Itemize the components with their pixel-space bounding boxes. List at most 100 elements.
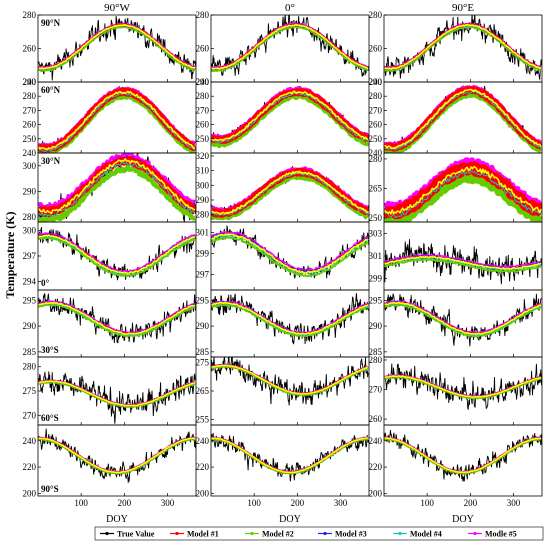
x-tick-label: 200 — [118, 498, 132, 508]
legend-marker — [175, 531, 179, 536]
y-tick-label: 240 — [23, 436, 37, 446]
model-mean-line — [384, 165, 542, 215]
legend-label: Modle #5 — [485, 530, 517, 539]
y-tick-label: 290 — [196, 321, 210, 331]
model-2-line — [211, 365, 369, 397]
y-tick-label: 285 — [23, 347, 37, 357]
model-mean-line — [38, 158, 196, 215]
model-1-line — [211, 167, 369, 218]
y-tick-label: 250 — [23, 134, 37, 144]
model-2-line — [38, 236, 196, 277]
y-tick-label: 260 — [23, 44, 37, 54]
y-tick-label: 270 — [369, 385, 383, 395]
y-tick-label: 300 — [196, 180, 210, 190]
y-tick-label: 290 — [369, 321, 383, 331]
x-axis-label: DOY — [106, 514, 128, 525]
model-2-line — [211, 236, 369, 278]
y-tick-label: 290 — [196, 195, 210, 205]
x-tick-label: 200 — [464, 498, 478, 508]
model-mean-line — [38, 380, 196, 407]
panel-r1-c2: 240 250 260 270 280 290 — [369, 77, 543, 158]
model-mean-line — [384, 301, 542, 335]
y-tick-label: 301 — [196, 227, 210, 237]
model-mean-line — [211, 364, 369, 395]
model-4-line — [38, 92, 196, 152]
legend-entry: Model #4 — [393, 530, 442, 539]
panel-r6-c2: 200 220 240 100 200 300 — [369, 424, 543, 508]
y-tick-label: 280 — [23, 212, 37, 222]
x-tick-label: 100 — [74, 498, 88, 508]
model-2-line — [384, 172, 542, 222]
panel-r5-c1: 255 265 275 — [196, 356, 370, 426]
latitude-label: 60°S — [41, 413, 59, 423]
model-4-line — [38, 235, 196, 275]
y-tick-label: 300 — [23, 161, 37, 171]
y-tick-label: 285 — [196, 347, 210, 357]
panel-r0-c2: 240 260 280 — [369, 10, 543, 87]
y-tick-label: 275 — [196, 358, 210, 368]
y-tick-label: 299 — [369, 274, 383, 284]
model-mean-line — [38, 23, 196, 70]
y-tick-label: 240 — [369, 77, 383, 87]
model-5-line — [384, 254, 542, 268]
panel-r2-c1: 280 290 300 310 320 — [196, 151, 370, 223]
true-value-line — [211, 15, 369, 77]
y-tick-label: 280 — [23, 91, 37, 101]
legend-entry: Modle #5 — [468, 530, 517, 539]
panel-r3-c1: 297 299 301 — [196, 221, 370, 291]
model-4-line — [384, 257, 542, 271]
column-title: 90°W — [104, 2, 130, 14]
x-axis-label: DOY — [279, 514, 301, 525]
latitude-label: 30°N — [41, 156, 61, 166]
model-mean-line — [38, 90, 196, 151]
panel-r1-c1: 250 260 270 280 290 — [196, 77, 370, 154]
latitude-label: 0° — [41, 278, 50, 288]
panel-frame — [37, 289, 197, 358]
x-tick-label: 100 — [247, 498, 261, 508]
y-tick-label: 240 — [23, 148, 37, 158]
y-tick-label: 280 — [369, 154, 383, 164]
model-mean-line — [384, 255, 542, 270]
model-mean-line — [211, 23, 369, 70]
y-tick-label: 270 — [196, 105, 210, 115]
y-tick-label: 297 — [196, 269, 210, 279]
y-tick-label: 240 — [369, 148, 383, 158]
y-tick-label: 220 — [196, 462, 210, 472]
y-tick-label: 280 — [196, 210, 210, 220]
y-tick-label: 295 — [369, 295, 383, 305]
y-tick-label: 260 — [369, 120, 383, 130]
legend-label: Model #4 — [410, 530, 442, 539]
y-tick-label: 290 — [23, 186, 37, 196]
y-tick-label: 200 — [196, 488, 210, 498]
y-tick-label: 295 — [23, 295, 37, 305]
x-axis-label: DOY — [452, 514, 474, 525]
model-2-line — [38, 25, 196, 72]
column-title: 90°E — [452, 2, 474, 14]
panel-r6-c0: 200 220 240 100 200 300 90°S — [23, 424, 197, 508]
latitude-label: 30°S — [41, 345, 59, 355]
panel-frame — [383, 424, 543, 497]
panel-r2-c0: 280 290 300 30°N — [23, 152, 197, 223]
model-5-line — [211, 231, 369, 272]
panel-frame — [210, 424, 370, 497]
y-tick-label: 297 — [23, 251, 37, 261]
y-tick-label: 294 — [23, 277, 37, 287]
panel-r5-c2: 260 270 280 — [369, 355, 543, 426]
panel-frame — [383, 289, 543, 358]
y-tick-label: 285 — [369, 347, 383, 357]
legend: True Value Model #1 Model #2 Model #3 Model … — [94, 526, 544, 541]
y-tick-label: 250 — [369, 134, 383, 144]
y-tick-label: 260 — [23, 120, 37, 130]
true-value-line — [384, 15, 542, 81]
true-value-line — [384, 293, 542, 347]
column-titles: 90°W 0° 90°E — [104, 2, 474, 14]
panel-r1-c0: 240 250 260 270 280 290 60°N — [23, 77, 197, 158]
model-mean-line — [38, 234, 196, 275]
model-2-line — [211, 25, 369, 72]
legend-marker — [250, 531, 254, 536]
model-mean-line — [211, 90, 369, 142]
column-title: 0° — [285, 2, 295, 14]
model-mean-line — [38, 437, 196, 474]
legend-label: True Value — [117, 530, 155, 539]
